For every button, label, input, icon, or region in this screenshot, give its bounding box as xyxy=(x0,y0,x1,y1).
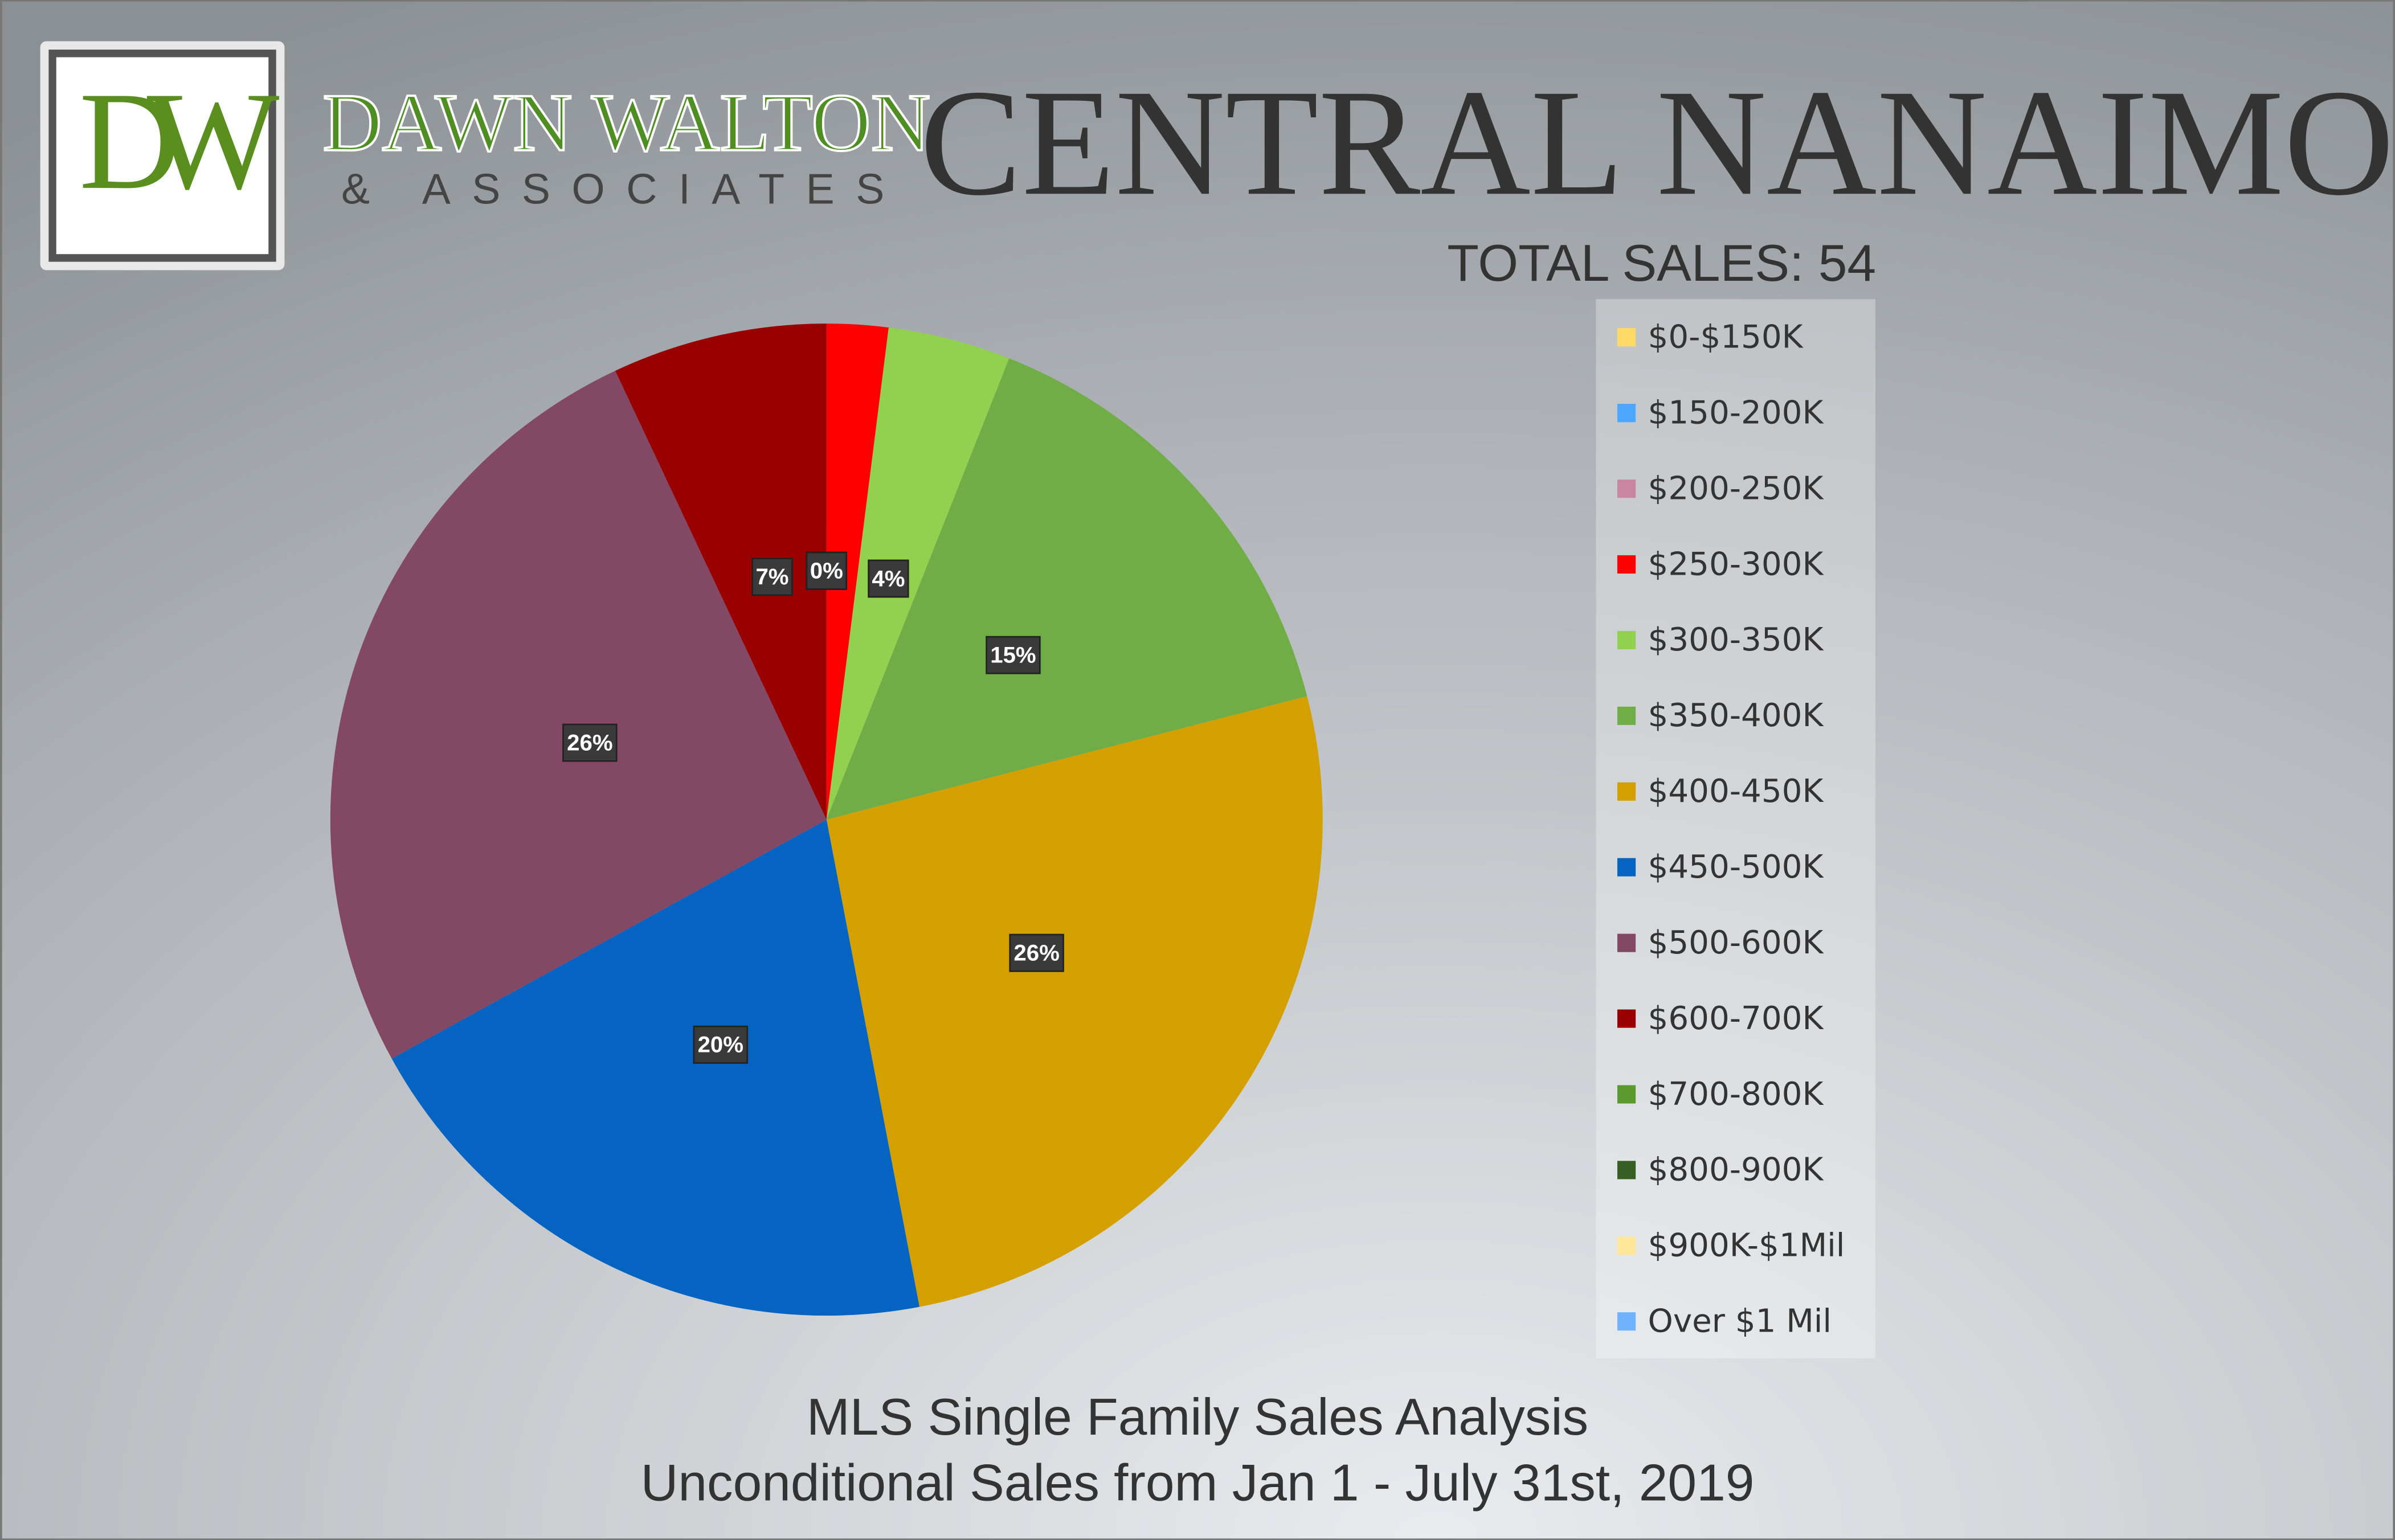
legend-swatch xyxy=(1617,1236,1636,1255)
pie-slice xyxy=(826,358,1307,820)
legend-swatch xyxy=(1617,328,1636,347)
footer-line: MLS Single Family Sales Analysis xyxy=(807,1389,1588,1446)
data-label: 15% xyxy=(990,642,1036,668)
legend-swatch xyxy=(1617,1161,1636,1179)
legend-label: $400-450K xyxy=(1648,773,1825,810)
pie-slice xyxy=(826,323,889,820)
data-label-box xyxy=(693,1025,749,1064)
data-label: 7% xyxy=(755,564,788,589)
pie-slice xyxy=(391,820,919,1316)
data-label-box xyxy=(562,723,618,762)
data-label-box xyxy=(986,636,1041,674)
footer-line: Unconditional Sales from Jan 1 - July 31… xyxy=(641,1454,1755,1512)
chart-title: Central Nanaimo xyxy=(920,58,2394,227)
legend-swatch xyxy=(1617,404,1636,423)
data-label: 20% xyxy=(698,1032,743,1058)
pie-slice xyxy=(826,327,1010,820)
data-label-box xyxy=(751,558,793,596)
legend-label: Over $1 Mil xyxy=(1648,1303,1832,1340)
brand-name: DAWN WALTON xyxy=(322,77,930,169)
legend-swatch xyxy=(1617,858,1636,877)
legend-label: $350-400K xyxy=(1648,697,1825,734)
legend-swatch xyxy=(1617,933,1636,952)
logo-box xyxy=(48,50,276,262)
legend-label: $450-500K xyxy=(1648,849,1825,886)
data-label: 26% xyxy=(567,730,612,755)
legend-swatch xyxy=(1617,706,1636,725)
chart-subtitle: TOTAL SALES: 54 xyxy=(1447,235,1876,292)
data-label: 4% xyxy=(872,566,905,591)
legend-label: $700-800K xyxy=(1648,1076,1825,1113)
legend-label: $800-900K xyxy=(1648,1152,1825,1189)
legend-label: $200-250K xyxy=(1648,470,1825,507)
legend-label: $150-200K xyxy=(1648,394,1825,431)
pie-slice xyxy=(615,323,827,820)
legend-swatch xyxy=(1617,480,1636,498)
data-label: 0% xyxy=(810,558,843,584)
legend-label: $0-$150K xyxy=(1648,319,1804,356)
legend-label: $300-350K xyxy=(1648,621,1825,658)
legend-label: $250-300K xyxy=(1648,546,1825,583)
legend-label: $600-700K xyxy=(1648,1000,1825,1037)
legend-box xyxy=(1596,299,1875,1359)
pie-slice xyxy=(330,371,827,1059)
pie-slice xyxy=(826,696,1323,1307)
legend-swatch xyxy=(1617,1009,1636,1028)
legend-swatch xyxy=(1617,1312,1636,1331)
data-label-box xyxy=(868,559,909,598)
data-label-box xyxy=(1009,933,1064,972)
data-label: 26% xyxy=(1013,940,1059,965)
data-label-box xyxy=(806,551,847,590)
legend-swatch xyxy=(1617,630,1636,650)
legend-label: $500-600K xyxy=(1648,924,1825,961)
legend-swatch xyxy=(1617,555,1636,574)
legend-swatch xyxy=(1617,782,1636,801)
legend-swatch xyxy=(1617,1085,1636,1104)
legend-label: $900K-$1Mil xyxy=(1648,1227,1845,1264)
brand-tagline: & ASSOCIATES xyxy=(341,165,906,212)
